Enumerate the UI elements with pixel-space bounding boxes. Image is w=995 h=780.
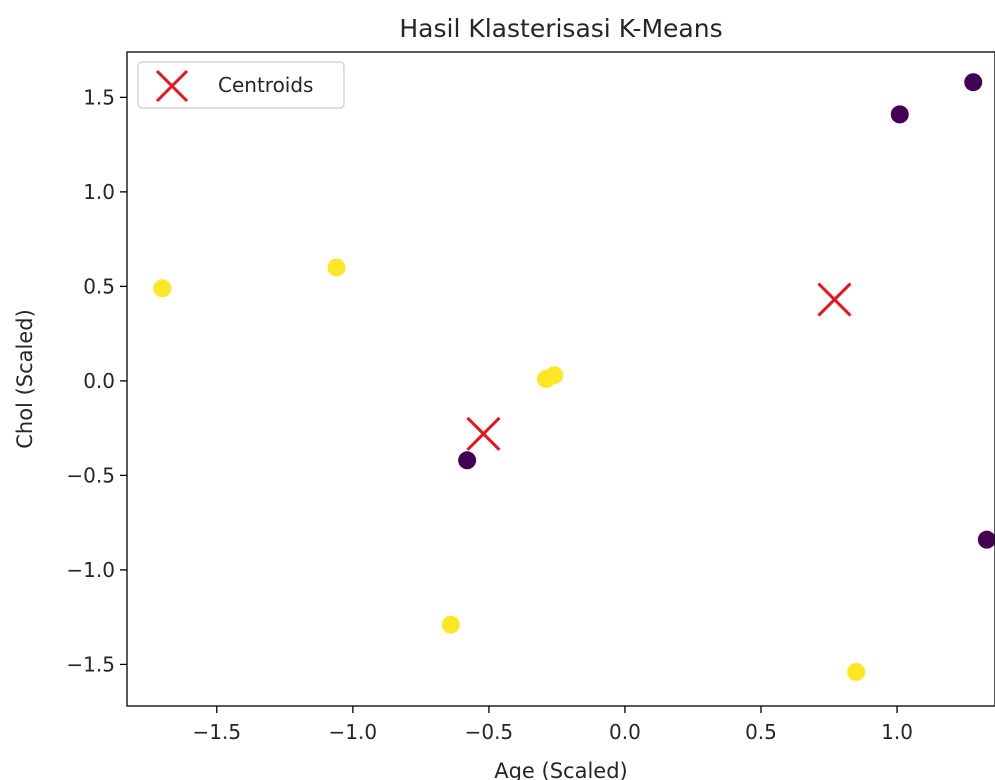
- centroid-stroke: [466, 416, 501, 451]
- y-axis-ticks: −1.5 −1.0 −0.5 0.0 0.5 1.0 1.5: [66, 85, 127, 676]
- x-axis-label: Age (Scaled): [494, 759, 628, 780]
- centroid-marker: [817, 282, 852, 317]
- legend-label-centroids: Centroids: [218, 73, 313, 97]
- chart-title: Hasil Klasterisasi K-Means: [399, 14, 722, 43]
- y-tick-label: −1.0: [66, 558, 115, 582]
- y-tick-label: 1.0: [83, 180, 115, 204]
- data-point: [890, 105, 909, 124]
- data-point: [458, 451, 477, 470]
- centroid-markers: [466, 282, 852, 451]
- data-point: [545, 366, 564, 385]
- data-point: [847, 662, 866, 681]
- x-tick-label: −1.5: [193, 720, 242, 744]
- y-tick-label: 0.5: [83, 274, 115, 298]
- data-points: [153, 73, 995, 681]
- y-tick-label: 0.0: [83, 369, 115, 393]
- centroid-stroke: [817, 282, 852, 317]
- y-tick-label: 1.5: [83, 85, 115, 109]
- data-point: [327, 258, 346, 277]
- y-tick-label: −1.5: [66, 652, 115, 676]
- data-point: [977, 530, 995, 549]
- y-tick-label: −0.5: [66, 463, 115, 487]
- data-point: [964, 73, 983, 92]
- x-tick-label: 0.0: [609, 720, 641, 744]
- x-axis-ticks: −1.5 −1.0 −0.5 0.0 0.5 1.0: [193, 706, 913, 744]
- legend: Centroids: [137, 61, 345, 109]
- data-point: [153, 279, 172, 298]
- y-axis-label: Chol (Scaled): [13, 309, 37, 449]
- x-tick-label: 1.0: [881, 720, 913, 744]
- x-tick-label: 0.5: [745, 720, 777, 744]
- legend-centroid-x: [155, 69, 189, 103]
- plot-frame: [126, 51, 995, 707]
- x-tick-label: −0.5: [465, 720, 514, 744]
- data-point: [441, 615, 460, 634]
- legend-box: [137, 61, 345, 109]
- centroid-marker: [466, 416, 501, 451]
- legend-centroid-marker: [155, 69, 189, 103]
- centroid-stroke: [155, 69, 189, 103]
- x-tick-label: −1.0: [329, 720, 378, 744]
